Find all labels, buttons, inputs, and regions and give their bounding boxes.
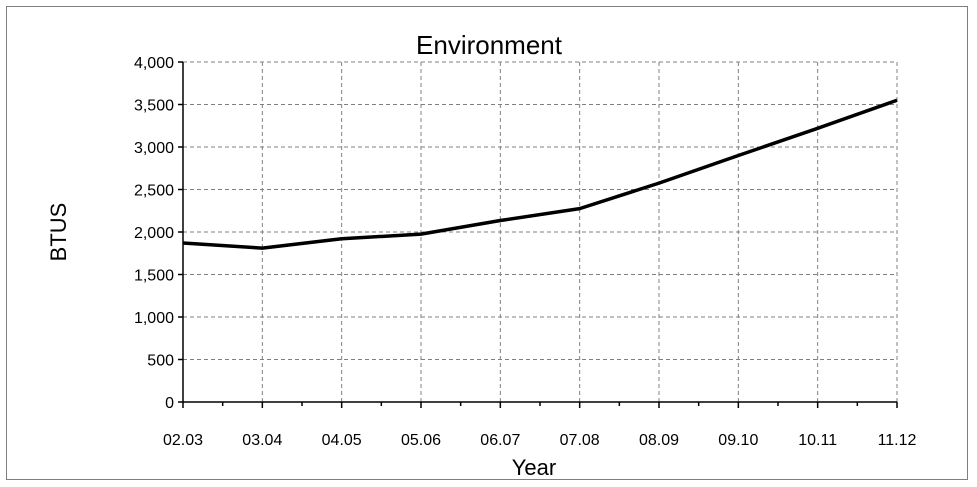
x-axis-title: Year — [512, 455, 556, 480]
x-tick-label: 09.10 — [718, 432, 758, 449]
chart-frame — [6, 6, 968, 480]
chart-title: Environment — [416, 30, 563, 60]
y-axis-title: BTUS — [46, 203, 71, 262]
y-tick-label: 500 — [147, 353, 174, 370]
x-tick-label: 07.08 — [560, 432, 600, 449]
series-layer — [182, 98, 898, 250]
y-tick-label: 0 — [165, 395, 174, 412]
gridlines — [183, 61, 898, 402]
y-tick-label: 4,000 — [134, 55, 174, 72]
x-tick-label: 05.06 — [401, 432, 441, 449]
x-tick-label: 08.09 — [639, 432, 679, 449]
series-line — [182, 98, 898, 250]
x-tick-label: 02.03 — [163, 432, 203, 449]
x-tick-label: 10.11 — [798, 432, 837, 449]
x-tick-label: 06.07 — [480, 432, 520, 449]
y-tick-label: 2,500 — [134, 183, 174, 200]
y-tick-label: 3,000 — [134, 140, 174, 157]
x-tick-label: 03.04 — [242, 432, 282, 449]
y-tick-label: 2,000 — [134, 225, 174, 242]
tick-labels: 0 500 1,000 1,500 2,000 2,500 3,000 3,500 4,000 0… — [134, 55, 917, 449]
x-tick-label: 04.05 — [322, 432, 362, 449]
x-tick-label: 11.12 — [878, 432, 917, 449]
y-tick-label: 1,000 — [134, 310, 174, 327]
y-tick-label: 1,500 — [134, 268, 174, 285]
axes — [178, 61, 898, 408]
y-tick-label: 3,500 — [134, 98, 174, 115]
